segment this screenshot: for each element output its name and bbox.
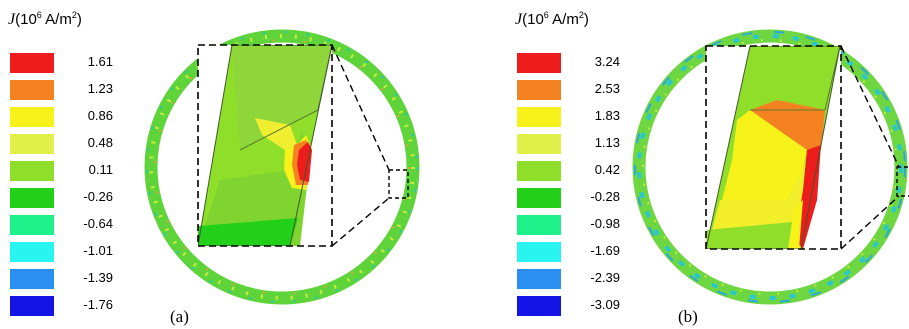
legend-swatch [517,107,561,127]
legend-entry: 1.83 [517,107,627,127]
legend-entry: -3.09 [517,296,627,316]
source-box-a [388,169,409,199]
legend-entry: -0.26 [10,188,120,208]
legend-swatch [517,296,561,316]
legend-swatch [10,215,54,235]
zoom-frame-b [705,45,842,250]
legend-value: 0.11 [88,162,113,177]
legend-value: 1.61 [87,54,113,69]
legend-swatch [10,242,54,262]
zoom-section-a [198,45,332,246]
ring-figure-b [632,29,909,305]
legend-title-a: J(106 A/m2) [8,10,82,28]
legend-swatch [10,269,54,289]
legend-swatch [10,188,54,208]
legend-title-b: J(106 A/m2) [515,10,589,28]
leader-line-b2 [840,195,900,250]
legend-swatch [517,269,561,289]
legend-value: -3.09 [590,297,620,312]
caption-b: (b) [678,307,698,326]
legend-swatch [10,161,54,181]
legend-entry: -1.01 [10,242,120,262]
ring-texture-a2 [146,31,418,303]
legend-swatch [517,215,561,235]
legend-value: -0.64 [83,216,113,231]
legend-swatch [10,107,54,127]
legend-swatch [517,80,561,100]
legend-entry: -1.39 [10,269,120,289]
legend-value: -0.28 [590,189,620,204]
legend-value: -0.98 [590,216,620,231]
legend-value: -1.01 [83,243,113,258]
legend-entry: -1.69 [517,242,627,262]
legend-swatch [10,80,54,100]
legend-entry: 0.86 [10,107,120,127]
legend-value: 2.53 [594,81,620,96]
legend-value: 0.48 [87,135,113,150]
legend-value: 0.86 [87,108,113,123]
legend-swatch [10,296,54,316]
legend-swatch [517,188,561,208]
legend-value: 3.24 [594,54,620,69]
legend-entry: 1.13 [517,134,627,154]
legend-value: -1.76 [83,297,113,312]
ring-texture-a3 [154,39,410,295]
zoom-section-b [706,46,841,249]
ring-figure-a [144,29,420,305]
leader-line-a2 [331,197,390,247]
legend-swatch [10,53,54,73]
panel-b: J(106 A/m2) 3.24 2.53 1.83 1.13 0.42 -0.28 -0.… [507,0,909,329]
source-box-b [896,166,909,197]
legend-value: -1.69 [590,243,620,258]
legend-swatch [517,161,561,181]
panel-a: J(106 A/m2) 1.61 1.23 0.86 0.48 0.11 -0.26 -0.… [8,10,420,326]
legend-value: -1.39 [83,270,113,285]
leader-line-b1 [840,45,900,168]
ring-texture-a [149,34,415,300]
legend-entry: 0.48 [10,134,120,154]
legend-value: -2.39 [590,270,620,285]
legend-swatch [517,134,561,154]
legend-entry: 3.24 [517,53,627,73]
legend-value: 1.83 [594,108,620,123]
legend-value: 0.42 [594,162,620,177]
legend-value: 1.13 [594,135,620,150]
legend-entry: -0.64 [10,215,120,235]
leader-line-a1 [331,44,390,171]
legend-value: 1.23 [87,81,113,96]
legend-entry: 0.42 [517,161,627,181]
legend-entry: 1.61 [10,53,120,73]
legend-swatch [517,242,561,262]
legend-entry: -0.98 [517,215,627,235]
legend-entry: 1.23 [10,80,120,100]
legend-swatch [10,134,54,154]
legend-entry: 2.53 [517,80,627,100]
legend-swatch [517,53,561,73]
caption-a: (a) [170,307,189,326]
legend-entry: 0.11 [10,161,120,181]
legend-entry: -1.76 [10,296,120,316]
legend-entry: -0.28 [517,188,627,208]
legend-value: -0.26 [83,189,113,204]
legend-entry: -2.39 [517,269,627,289]
zoom-frame-a [197,44,333,247]
